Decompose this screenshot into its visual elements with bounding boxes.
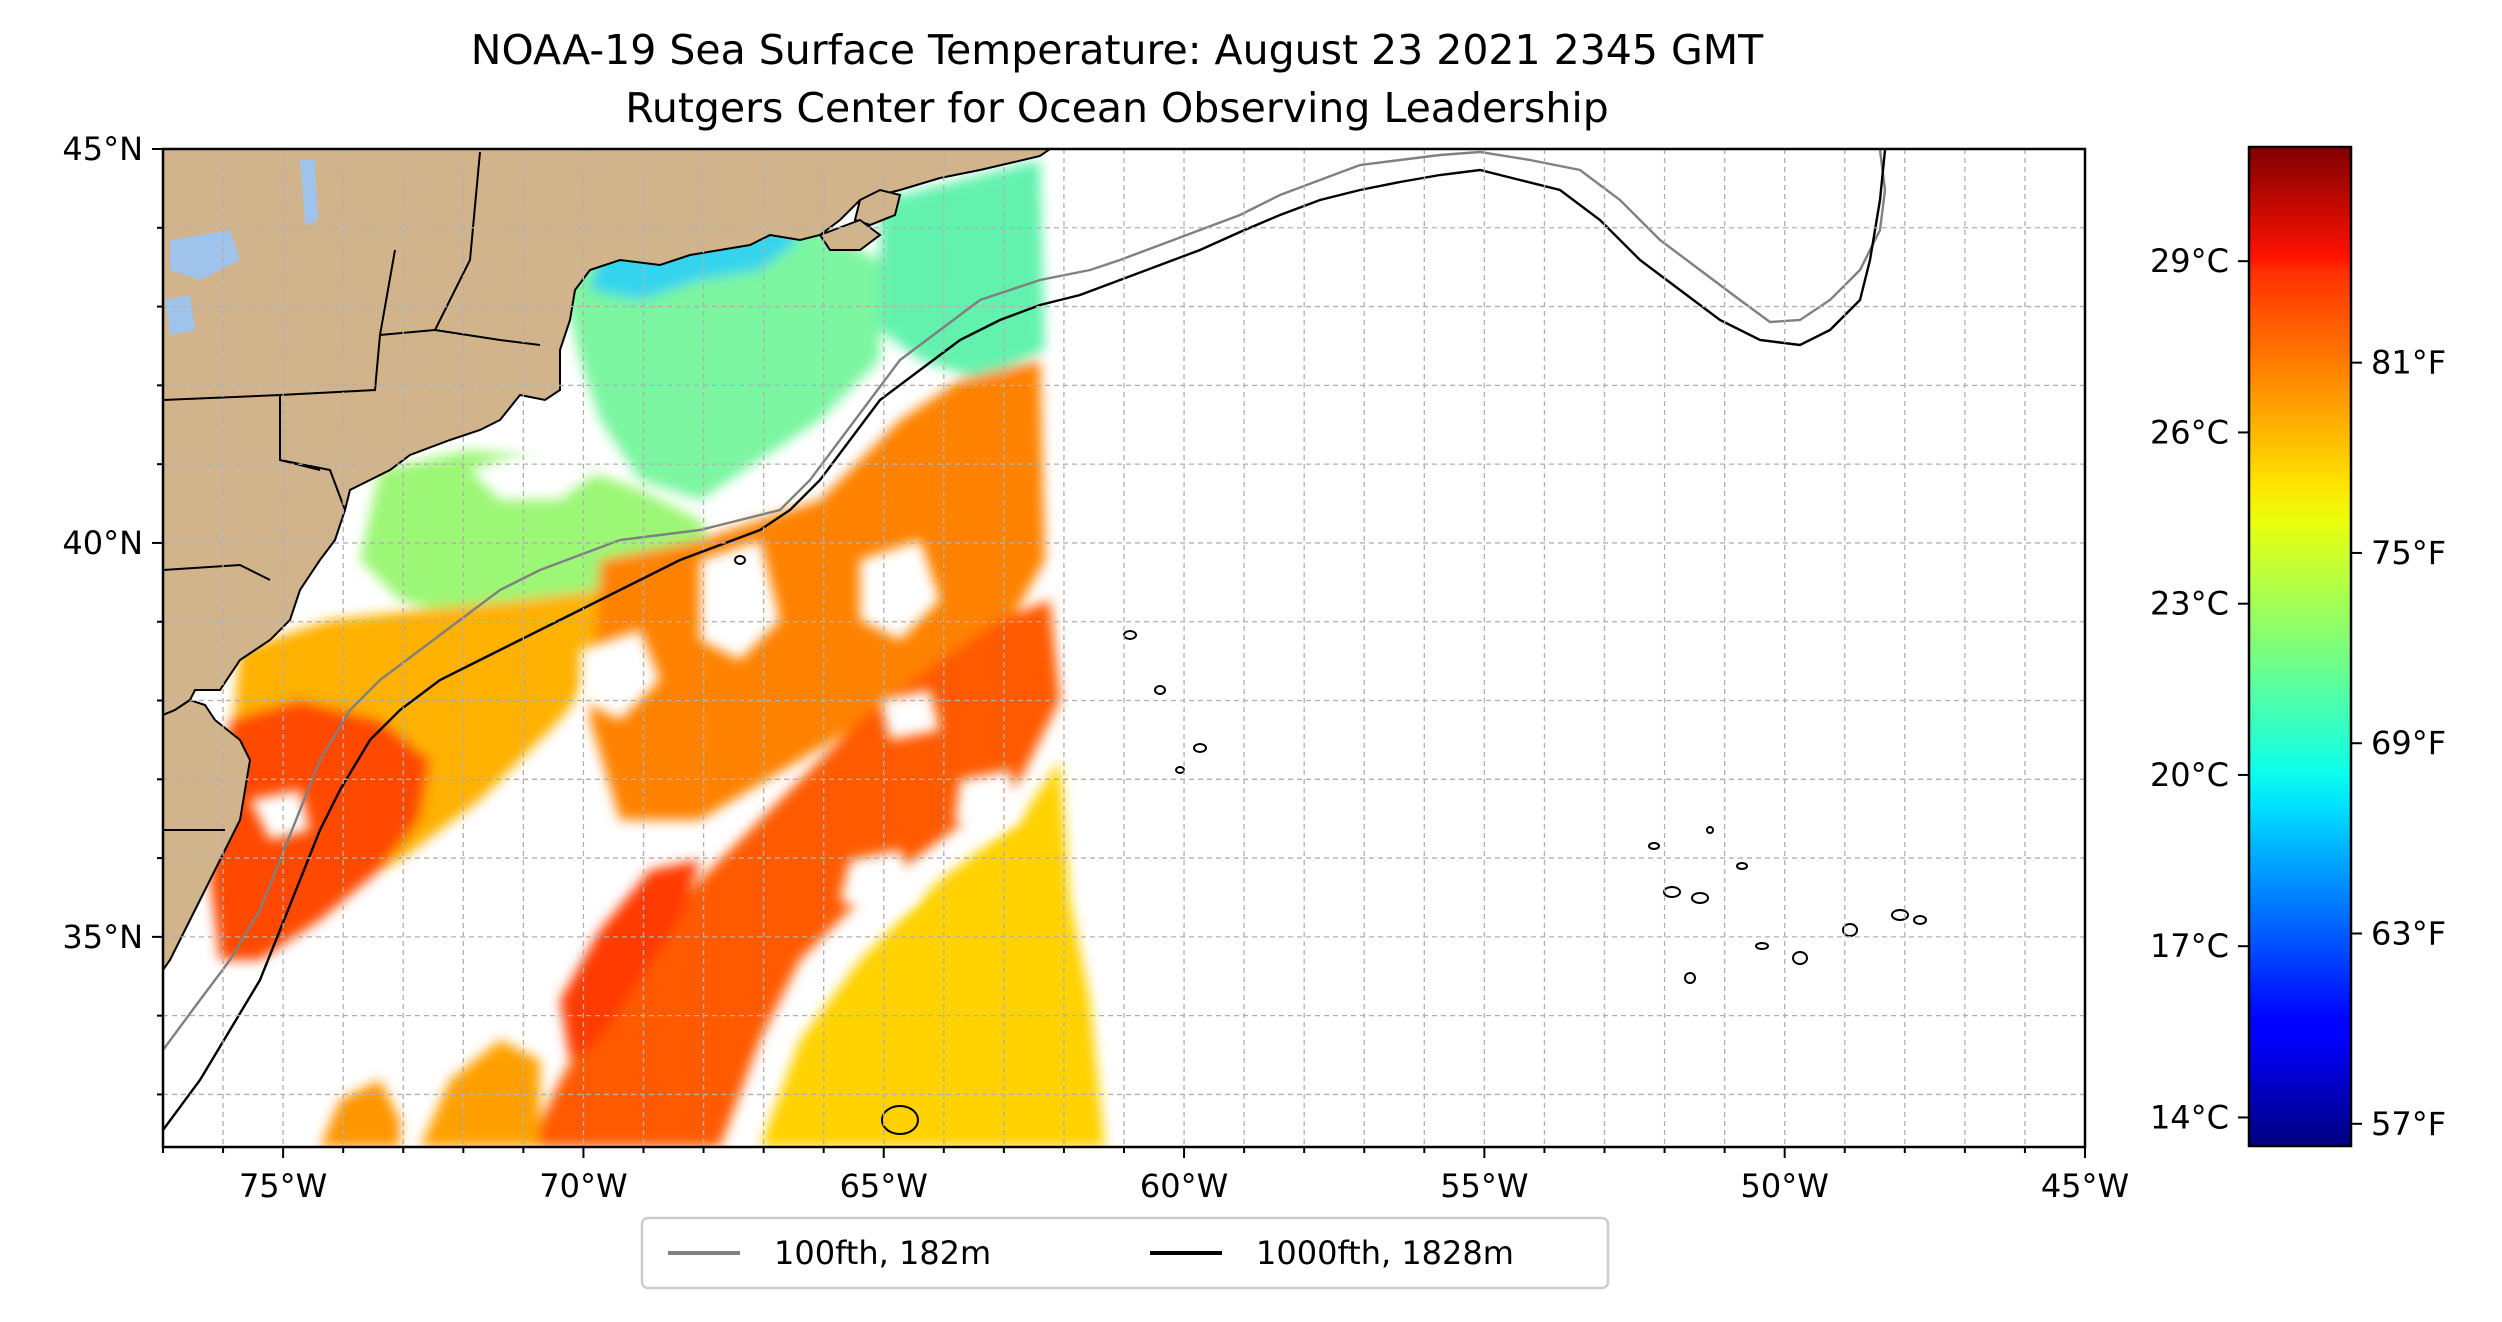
y-tick-label: 40°N [62,524,143,562]
celsius-tick-label: 23°C [2150,585,2229,623]
y-axis-ticks: 45°N 40°N 35°N [62,130,163,1096]
celsius-tick-label: 14°C [2150,1098,2229,1136]
sst-region-sargasso-west [420,1040,540,1147]
land-cape-cod [853,188,902,227]
colorbar-gradient [2247,145,2353,1148]
legend-label-100fth: 100fth, 182m [774,1234,991,1272]
celsius-tick-label: 29°C [2150,242,2229,280]
sst-region-sargasso-east [760,760,1105,1147]
cloud-gaps [250,440,1020,920]
x-tick-label: 65°W [840,1167,928,1205]
x-tick-label: 45°W [2041,1167,2129,1205]
legend-label-1000fth: 1000fth, 1828m [1256,1234,1514,1272]
isobath-1000fth-line [163,149,1887,1131]
x-tick-label: 75°W [239,1167,327,1205]
legend: 100fth, 182m 1000fth, 1828m [640,1216,1610,1290]
map-gridlines [163,149,2085,1147]
fahrenheit-tick-label: 57°F [2371,1105,2446,1143]
x-tick-label: 50°W [1741,1167,1829,1205]
seamounts [734,555,1927,1135]
land-northeast-us [163,149,1052,717]
celsius-tick-label: 20°C [2150,756,2229,794]
map-panel [163,149,2085,1147]
fahrenheit-tick-label: 69°F [2371,724,2446,762]
figure-title-line2: Rutgers Center for Ocean Observing Leade… [625,84,1609,132]
land-delmarva-virginia [163,698,252,972]
fahrenheit-tick-label: 75°F [2371,534,2446,572]
fahrenheit-tick-label: 81°F [2371,344,2446,382]
colorbar-celsius-ticks: 29°C 26°C 23°C 20°C 17°C 14°C [2150,242,2249,1136]
sst-region-small-patches [320,1080,400,1147]
x-tick-label: 70°W [539,1167,627,1205]
sst-region-gulf-stream-core [560,860,700,1060]
y-tick-label: 35°N [62,918,143,956]
land [163,149,1052,972]
x-axis-ticks: 75°W 70°W 65°W 60°W 55°W 50°W 45°W [162,1147,2129,1205]
colorbar: 29°C 26°C 23°C 20°C 17°C 14°C 81°F 75°F 69°F 63°… [2150,145,2446,1148]
fahrenheit-tick-label: 63°F [2371,915,2446,953]
x-tick-label: 55°W [1440,1167,1528,1205]
figure-title-line1: NOAA-19 Sea Surface Temperature: August … [471,26,1764,74]
sst-region-gulf-stream [530,600,1060,1147]
celsius-tick-label: 17°C [2150,927,2229,965]
isobath-100fth-line [163,149,1887,1051]
sst-region-slope-offshore [590,360,1045,820]
celsius-tick-label: 26°C [2150,413,2229,451]
y-tick-label: 45°N [62,130,143,168]
legend-box [640,1216,1610,1290]
x-tick-label: 60°W [1140,1167,1228,1205]
colorbar-fahrenheit-ticks: 81°F 75°F 69°F 63°F 57°F [2351,344,2446,1143]
